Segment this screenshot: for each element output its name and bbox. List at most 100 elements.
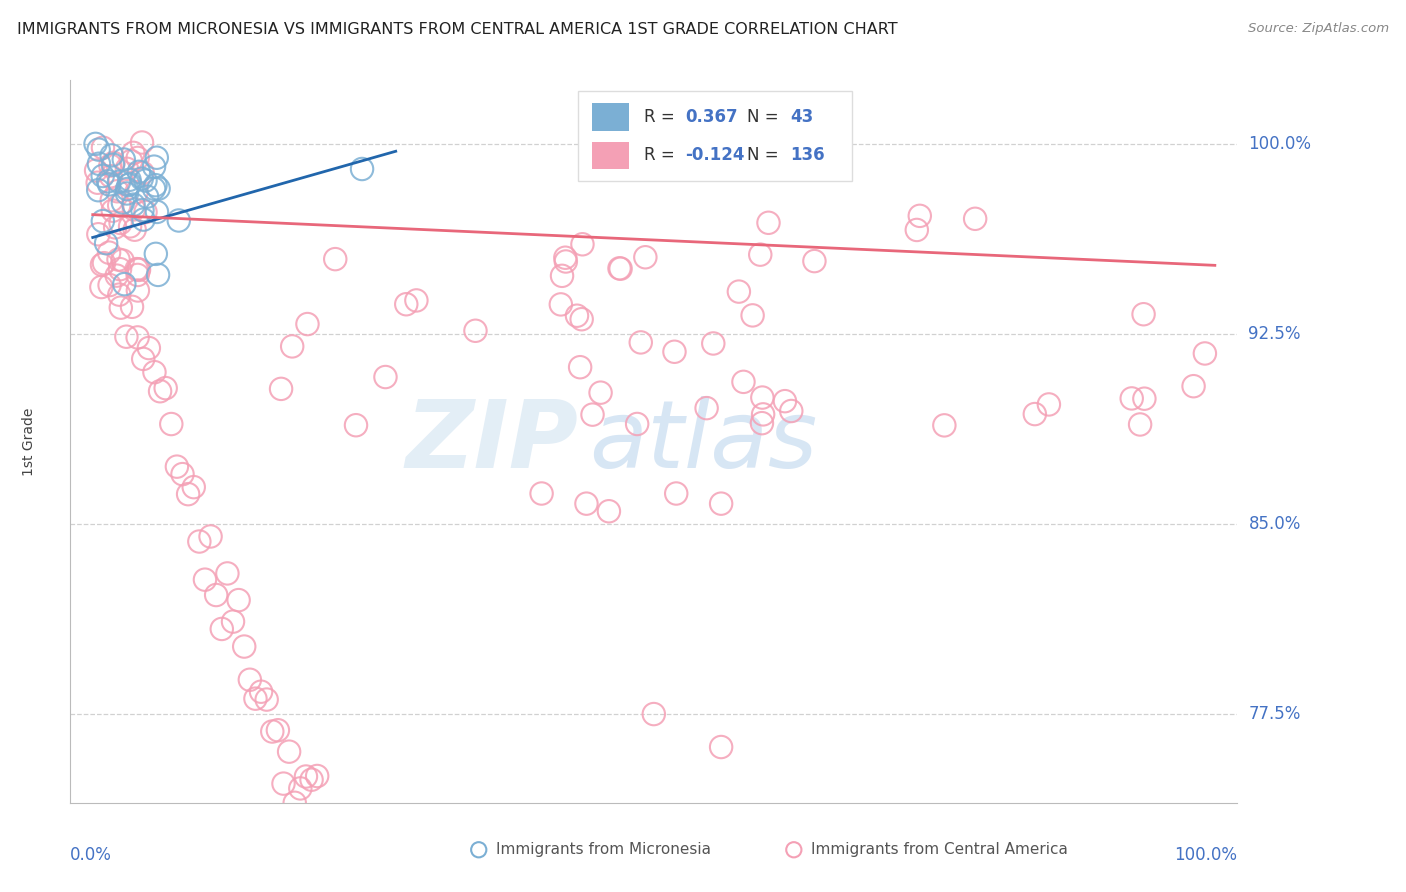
Point xyxy=(127,151,149,165)
Point xyxy=(1038,397,1060,411)
Point xyxy=(405,293,427,308)
Text: atlas: atlas xyxy=(589,396,818,487)
Point xyxy=(125,262,148,277)
Point xyxy=(111,195,134,210)
Point xyxy=(352,161,374,176)
Point xyxy=(143,160,166,174)
Text: 0.0%: 0.0% xyxy=(70,847,112,864)
Point xyxy=(571,237,593,252)
Point xyxy=(148,181,170,195)
Point xyxy=(122,197,145,211)
Point xyxy=(90,280,112,294)
Point xyxy=(665,486,688,500)
Point xyxy=(128,262,150,277)
Point xyxy=(145,178,167,193)
Point xyxy=(120,219,142,234)
Point xyxy=(780,404,803,418)
Text: IMMIGRANTS FROM MICRONESIA VS IMMIGRANTS FROM CENTRAL AMERICA 1ST GRADE CORRELAT: IMMIGRANTS FROM MICRONESIA VS IMMIGRANTS… xyxy=(17,22,897,37)
Point xyxy=(245,691,267,706)
Point xyxy=(239,673,262,687)
Point xyxy=(550,297,572,311)
Point xyxy=(136,189,159,203)
Point xyxy=(115,329,138,343)
FancyBboxPatch shape xyxy=(578,91,852,181)
Point xyxy=(270,382,292,396)
Point xyxy=(741,309,763,323)
Text: ZIP: ZIP xyxy=(405,395,578,488)
Text: -0.124: -0.124 xyxy=(685,146,745,164)
Point xyxy=(120,154,142,169)
Point xyxy=(464,324,486,338)
Point xyxy=(710,497,733,511)
Point xyxy=(143,182,166,196)
Point xyxy=(120,177,142,191)
Text: R =: R = xyxy=(644,108,675,126)
Point xyxy=(105,268,128,283)
Point xyxy=(107,252,129,267)
Point xyxy=(115,186,138,201)
Point xyxy=(100,193,122,207)
Point xyxy=(110,301,132,315)
Point xyxy=(134,173,156,187)
Point xyxy=(554,254,576,268)
Text: 77.5%: 77.5% xyxy=(1249,705,1301,723)
Point xyxy=(177,487,200,501)
Point xyxy=(108,262,131,277)
Point xyxy=(823,136,845,151)
Point xyxy=(167,213,190,227)
Point xyxy=(307,769,329,783)
Point xyxy=(128,263,150,277)
Point xyxy=(131,171,153,186)
Point xyxy=(145,247,167,261)
Point xyxy=(100,169,122,184)
Point xyxy=(205,588,228,602)
Point xyxy=(108,175,131,189)
Point xyxy=(233,640,256,654)
Point xyxy=(1129,417,1152,432)
Point xyxy=(84,163,107,178)
Point xyxy=(267,723,290,738)
Point xyxy=(281,339,304,353)
Point xyxy=(146,205,169,219)
Point xyxy=(172,467,194,482)
Point xyxy=(551,268,574,283)
Point xyxy=(228,593,250,607)
Point xyxy=(222,615,245,629)
Point xyxy=(1132,307,1154,321)
Point xyxy=(643,707,665,722)
Point xyxy=(98,178,121,192)
Point xyxy=(752,408,775,422)
Point xyxy=(93,256,115,270)
Point xyxy=(132,212,155,227)
Point xyxy=(301,772,323,787)
Point xyxy=(124,223,146,237)
Point xyxy=(160,417,183,431)
Point xyxy=(91,214,114,228)
Text: 85.0%: 85.0% xyxy=(1249,515,1301,533)
FancyBboxPatch shape xyxy=(592,103,630,131)
Point xyxy=(217,566,239,581)
Point xyxy=(554,251,576,265)
Point xyxy=(908,209,931,223)
Text: 100.0%: 100.0% xyxy=(1174,847,1237,864)
Point xyxy=(1194,346,1216,360)
Point xyxy=(1024,407,1046,421)
Point xyxy=(278,745,301,759)
Point xyxy=(565,309,588,323)
Point xyxy=(134,205,156,219)
Point xyxy=(108,287,131,301)
Point xyxy=(773,394,796,409)
Point xyxy=(273,776,295,790)
Point xyxy=(256,692,278,706)
Point xyxy=(149,384,172,399)
Point xyxy=(91,141,114,155)
Point xyxy=(323,252,346,266)
Point xyxy=(166,459,188,474)
Point xyxy=(530,486,553,500)
Point xyxy=(297,317,319,331)
Point xyxy=(87,157,110,171)
Point xyxy=(183,480,205,494)
Point xyxy=(905,223,928,237)
Point xyxy=(665,136,688,151)
Point xyxy=(250,684,273,698)
